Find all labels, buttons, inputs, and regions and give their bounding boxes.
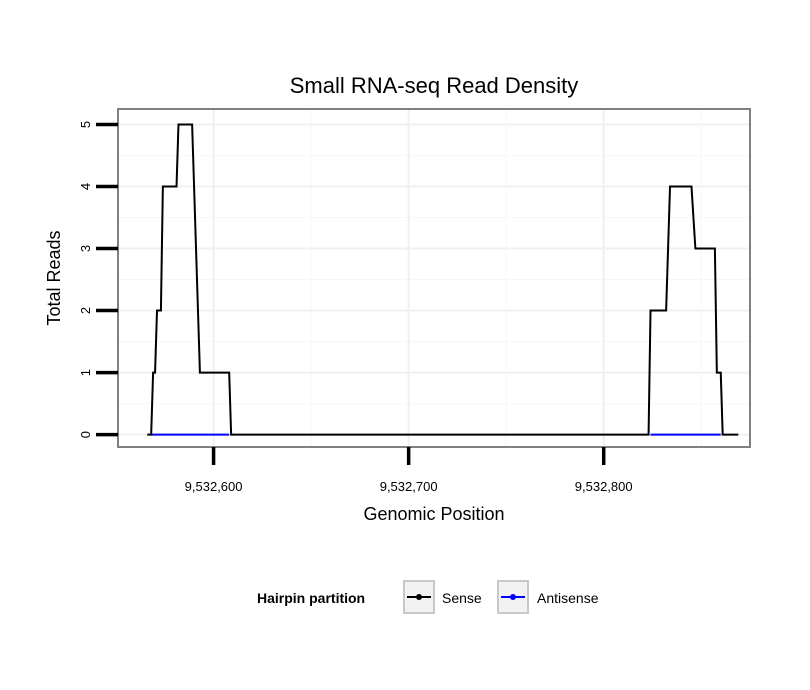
legend-point-antisense — [510, 594, 516, 600]
plot-border — [117, 108, 751, 448]
legend-point-sense — [416, 594, 422, 600]
y-tick-label: 1 — [78, 369, 93, 376]
y-tick-label: 0 — [78, 431, 93, 438]
y-tick-label: 5 — [78, 121, 93, 128]
legend-label-antisense: Antisense — [537, 590, 599, 606]
y-axis-title: Total Reads — [44, 230, 64, 325]
series-line-sense — [147, 123, 739, 436]
x-axis: 9,532,600 9,532,700 9,532,800 — [185, 447, 633, 494]
series-layer — [147, 123, 739, 436]
x-axis-title: Genomic Position — [363, 504, 504, 524]
x-tick-label: 9,532,800 — [575, 479, 633, 494]
plot-panel — [118, 109, 750, 447]
legend-title: Hairpin partition — [257, 590, 365, 606]
x-tick-label: 9,532,700 — [380, 479, 438, 494]
y-tick-label: 3 — [78, 245, 93, 252]
legend-label-sense: Sense — [442, 590, 482, 606]
chart-title: Small RNA-seq Read Density — [290, 73, 579, 98]
y-tick-label: 2 — [78, 307, 93, 314]
legend: Hairpin partition Sense Antisense — [257, 580, 599, 614]
y-tick-label: 4 — [78, 183, 93, 190]
x-tick-label: 9,532,600 — [185, 479, 243, 494]
y-axis: 0 1 2 3 4 5 — [78, 121, 118, 438]
